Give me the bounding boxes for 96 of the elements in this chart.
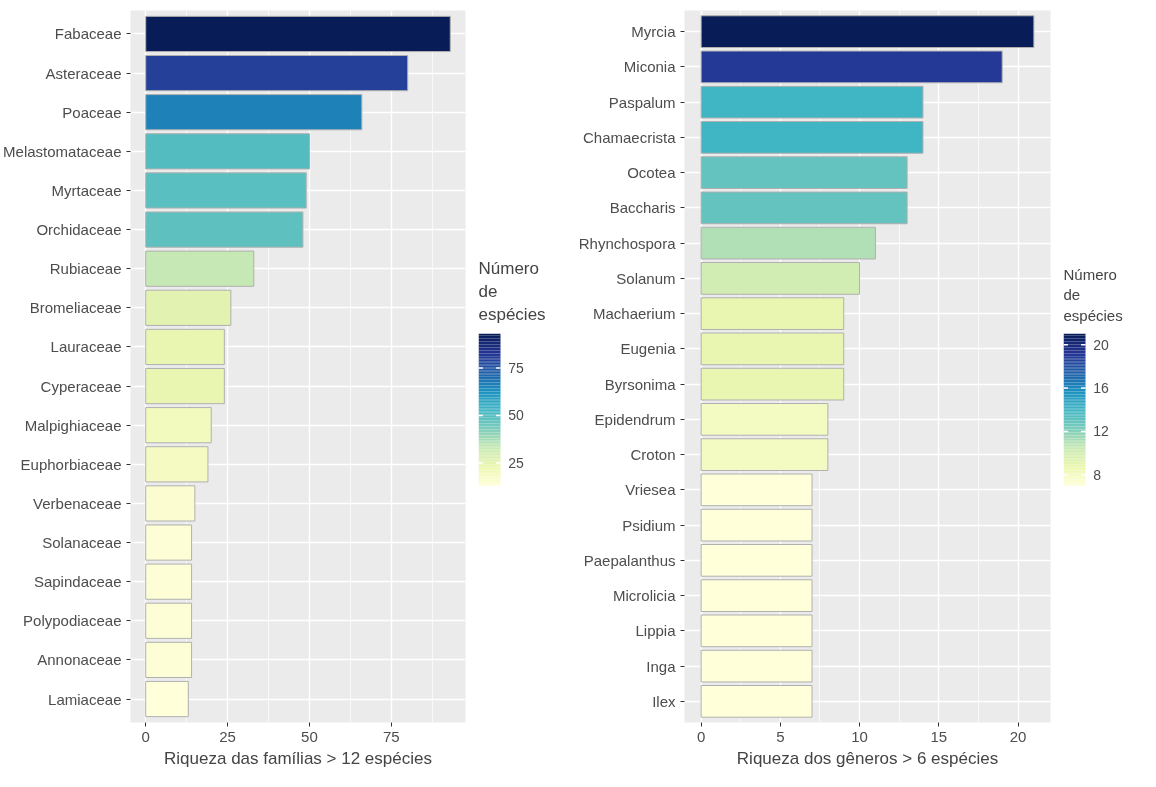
- y-tick-label: Lippia: [635, 622, 677, 640]
- bar: [700, 85, 924, 119]
- y-tick-label: Fabaceae: [54, 25, 122, 43]
- bar: [145, 407, 212, 444]
- y-tick-label: Chamaecrista: [582, 128, 677, 146]
- y-tick-label: Paepalanthus: [583, 551, 676, 569]
- y-tick-label: Microlicia: [613, 587, 677, 605]
- bar: [700, 156, 908, 189]
- y-tick-label: Orchidaceae: [36, 221, 122, 239]
- y-tick-label: Croton: [630, 446, 676, 464]
- bar: [700, 332, 845, 366]
- y-tick-label: Miconia: [623, 58, 677, 76]
- bar: [700, 508, 813, 542]
- x-tick-label: 75: [382, 727, 400, 745]
- color-bar-title: Número de espécies: [1063, 266, 1123, 324]
- y-tick-label: Euphorbiaceae: [20, 455, 122, 473]
- y-tick-label: Epidendrum: [594, 410, 676, 428]
- bar: [700, 403, 829, 436]
- color-bar-label: 25: [508, 454, 524, 471]
- y-tick-label: Ocotea: [627, 164, 677, 182]
- y-tick-label: Baccharis: [609, 199, 676, 217]
- y-tick-label: Inga: [646, 657, 677, 675]
- bar: [700, 50, 1003, 84]
- bar: [145, 250, 255, 287]
- bar: [700, 473, 813, 507]
- bar: [145, 172, 307, 209]
- y-tick-label: Ilex: [652, 692, 676, 710]
- color-bar-title: Número de espécies: [478, 259, 546, 324]
- x-tick-label: 10: [851, 727, 868, 745]
- y-tick-label: Polypodiaceae: [23, 612, 122, 630]
- y-tick-label: Byrsonima: [604, 375, 677, 393]
- x-axis-title: Riqueza das famílias > 12 espécies: [164, 748, 432, 768]
- bar: [700, 438, 829, 471]
- y-tick-label: Eugenia: [620, 340, 677, 358]
- y-tick-label: Solanum: [616, 269, 676, 287]
- y-tick-label: Vriesea: [625, 481, 677, 499]
- y-tick-label: Solanaceae: [42, 534, 122, 552]
- bar: [700, 614, 813, 648]
- y-tick-label: Verbenaceae: [33, 494, 122, 512]
- y-tick-label: Rubiaceae: [49, 260, 122, 278]
- bar: [145, 485, 196, 522]
- color-bar-label: 20: [1093, 336, 1109, 353]
- bar: [700, 121, 924, 154]
- bar: [700, 367, 845, 401]
- bar: [700, 297, 845, 330]
- bar: [145, 289, 232, 326]
- bar: [145, 15, 451, 53]
- bar: [700, 649, 813, 683]
- bar: [145, 133, 310, 170]
- x-tick-label: 5: [776, 727, 785, 745]
- y-tick-label: Lauraceae: [50, 338, 122, 356]
- bar: [145, 641, 193, 679]
- color-bar-label: 16: [1093, 380, 1109, 397]
- bar: [700, 226, 876, 260]
- x-tick-label: 20: [1009, 727, 1027, 745]
- bar: [145, 94, 363, 131]
- bar: [700, 262, 861, 295]
- color-bar-label: 8: [1093, 466, 1102, 483]
- y-tick-label: Myrcia: [631, 23, 677, 41]
- y-tick-label: Rhynchospora: [578, 234, 677, 252]
- bar: [700, 544, 813, 577]
- bar: [700, 579, 813, 612]
- bar: [145, 328, 225, 366]
- bar: [145, 367, 225, 405]
- bar: [145, 524, 193, 561]
- color-bar-label: 12: [1093, 423, 1109, 440]
- color-bar-label: 50: [508, 407, 524, 424]
- y-tick-label: Machaerium: [592, 305, 676, 323]
- x-tick-label: 25: [219, 727, 236, 745]
- y-tick-label: Poaceae: [62, 103, 122, 121]
- bar: [145, 563, 193, 600]
- y-tick-label: Psidium: [622, 516, 676, 534]
- bar: [700, 684, 813, 718]
- y-tick-label: Sapindaceae: [33, 573, 122, 591]
- bar: [700, 15, 1035, 49]
- x-tick-label: 0: [696, 727, 706, 745]
- bar: [145, 602, 193, 639]
- y-tick-label: Myrtaceae: [51, 181, 122, 199]
- y-tick-label: Malpighiaceae: [24, 416, 122, 434]
- y-tick-label: Asteraceae: [45, 64, 122, 82]
- x-tick-label: 15: [930, 727, 948, 745]
- y-tick-label: Melastomataceae: [3, 142, 122, 160]
- x-tick-label: 50: [301, 727, 318, 745]
- bar: [145, 54, 409, 92]
- x-axis-title: Riqueza dos gêneros > 6 espécies: [736, 748, 999, 768]
- y-tick-label: Annonaceae: [37, 651, 122, 669]
- y-tick-label: Lamiaceae: [48, 690, 122, 708]
- y-tick-label: Cyperaceae: [40, 377, 122, 395]
- bar: [145, 680, 189, 718]
- y-tick-label: Bromeliaceae: [29, 299, 122, 317]
- bar: [145, 446, 209, 483]
- bar: [145, 211, 304, 248]
- bar: [700, 191, 908, 225]
- x-tick-label: 0: [141, 727, 150, 745]
- y-tick-label: Paspalum: [608, 93, 676, 111]
- color-bar-label: 75: [508, 360, 524, 377]
